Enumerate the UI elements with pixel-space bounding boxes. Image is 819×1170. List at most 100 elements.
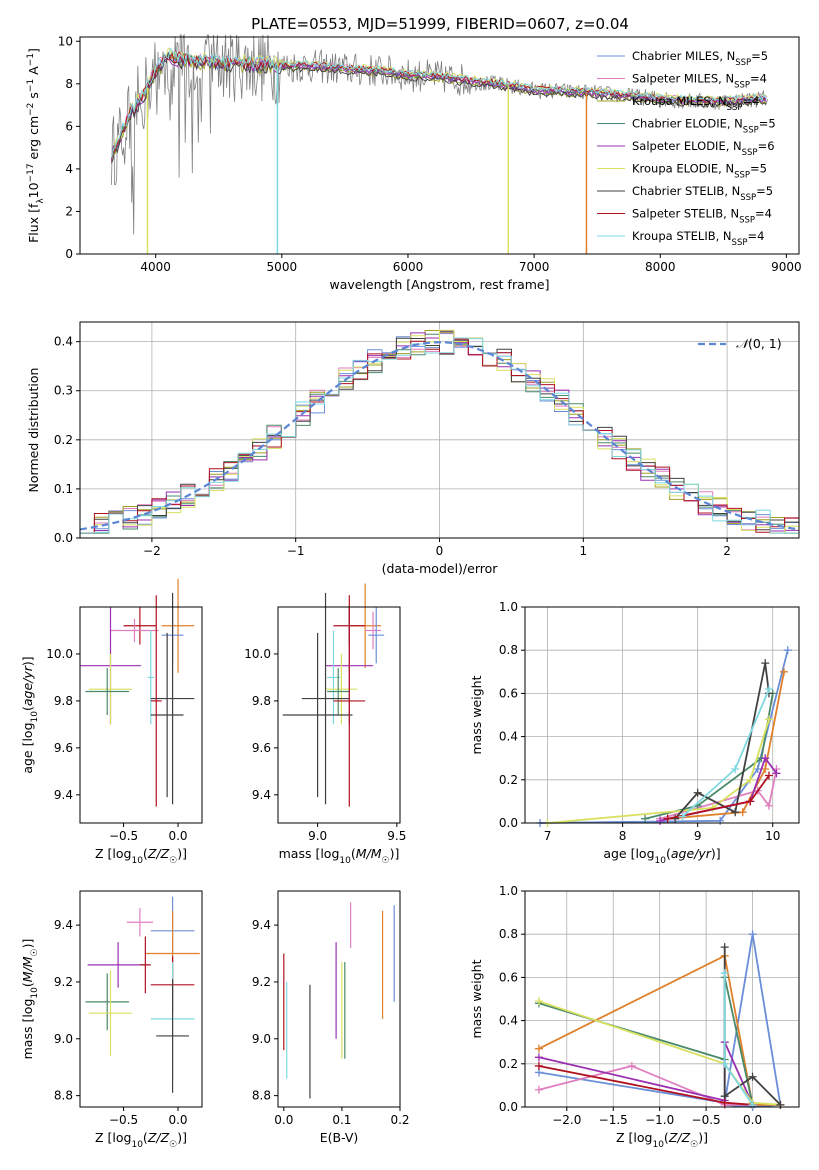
legend-label-text: Salpeter ELODIE, N bbox=[632, 139, 742, 153]
x-tick-label: 4000 bbox=[140, 260, 171, 274]
mass-weight-marker bbox=[761, 659, 770, 668]
legend-label: Kroupa ELODIE, NSSP=5 bbox=[632, 162, 767, 181]
legend-label-sub: SSP bbox=[734, 171, 750, 181]
x-axis-label: mass [log10(M/M☉)] bbox=[279, 846, 400, 866]
mass-weight-series bbox=[547, 719, 770, 824]
label-part: 10 bbox=[655, 856, 667, 866]
label-part: Z/Z bbox=[668, 1130, 691, 1145]
y-tick-label: 8.8 bbox=[54, 1089, 73, 1103]
mass-weight-marker bbox=[720, 1059, 729, 1068]
label-part: ☉ bbox=[169, 1140, 177, 1150]
x-tick-label: 0.1 bbox=[332, 1113, 351, 1127]
legend-label-tail: =4 bbox=[750, 72, 767, 86]
axes-frame bbox=[79, 321, 800, 539]
label-part: −1 bbox=[26, 53, 36, 66]
mass-weight-marker bbox=[534, 1044, 543, 1053]
mass-vs-metallicity-panel: −0.5 0.08.89.09.29.4Z [log10(Z/Z☉)]mass [… bbox=[20, 890, 203, 1150]
histogram-series bbox=[80, 337, 799, 534]
y-tick-label: 9.6 bbox=[252, 741, 271, 755]
mass-weight-marker bbox=[693, 788, 702, 797]
mass-weight-marker bbox=[720, 943, 729, 952]
mass-weight-marker bbox=[783, 646, 792, 655]
x-tick-label: −2 bbox=[143, 544, 161, 558]
y-tick-label: 0.6 bbox=[499, 970, 518, 984]
x-tick-label: 6000 bbox=[393, 260, 424, 274]
label-part: mass weight bbox=[469, 959, 484, 1038]
histogram-y-label: Normed distribution bbox=[26, 368, 41, 493]
mass-vs-extinction-panel: 0.0 0.1 0.2 8.8 9.0 9.2 9.4 E(B-V) bbox=[252, 890, 410, 1145]
y-tick-label: 10.0 bbox=[244, 647, 271, 661]
mass-weight-marker bbox=[534, 997, 543, 1006]
label-part: −1 bbox=[26, 79, 36, 92]
y-tick-label: 9.8 bbox=[252, 694, 271, 708]
mass-weight-marker bbox=[627, 1061, 636, 1070]
label-part: −17 bbox=[26, 163, 36, 182]
figure-title: PLATE=0553, MJD=51999, FIBERID=0607, z=0… bbox=[251, 15, 629, 33]
y-tick-label: 9.4 bbox=[54, 918, 73, 932]
y-tick-label: 9.0 bbox=[54, 1032, 73, 1046]
y-tick-label: 10.0 bbox=[46, 647, 73, 661]
legend-label: Kroupa STELIB, NSSP=4 bbox=[632, 229, 764, 248]
y-tick-label: 0.6 bbox=[499, 686, 518, 700]
x-tick-label: 0.0 bbox=[743, 1113, 762, 1127]
mass-weight-series bbox=[659, 768, 778, 820]
mass-weight-marker bbox=[761, 754, 770, 763]
legend-label-sub: SSP bbox=[727, 103, 743, 113]
label-part: ( bbox=[20, 982, 35, 987]
x-tick-label: −0.5 bbox=[692, 1113, 721, 1127]
label-part: )] bbox=[711, 846, 721, 861]
legend-label-tail: =5 bbox=[759, 117, 776, 131]
mass-weight-marker bbox=[656, 816, 665, 825]
x-tick-label: 0.0 bbox=[168, 1113, 187, 1127]
mass-weight-marker bbox=[748, 1100, 757, 1109]
axes-frame bbox=[524, 890, 800, 1108]
x-tick-label: 8000 bbox=[645, 260, 676, 274]
mass-weight-series bbox=[538, 977, 754, 1105]
label-part: Z/Z bbox=[147, 846, 170, 861]
y-axis-label: mass weight bbox=[469, 675, 484, 754]
label-part: ( bbox=[143, 846, 148, 861]
label-part: 10 bbox=[652, 1140, 664, 1150]
legend-label-sub: SSP bbox=[740, 193, 756, 203]
mass-weight-marker bbox=[746, 797, 755, 806]
y-tick-label: 0.0 bbox=[499, 816, 518, 830]
label-part: mass [log bbox=[279, 846, 340, 861]
label-part: 10 bbox=[26, 182, 41, 198]
y-tick-label: 8.8 bbox=[252, 1089, 271, 1103]
label-part: age/yr bbox=[671, 846, 712, 861]
axes-frame bbox=[277, 606, 401, 824]
y-axis-label: age [log10(age/yr)] bbox=[20, 656, 40, 773]
x-tick-label: −1 bbox=[287, 544, 305, 558]
age-vs-mass-panel: 9.0 9.5 9.4 9.6 9.8 10.0 mass [log10(M/M☉)] bbox=[244, 583, 406, 866]
legend-label-tail: =5 bbox=[751, 49, 768, 63]
mass-weight-series bbox=[538, 1041, 754, 1106]
y-tick-label: 0.3 bbox=[54, 384, 73, 398]
legend-label-tail: =4 bbox=[755, 207, 772, 221]
label-part: wavelength [Angstrom, rest frame] bbox=[329, 277, 549, 292]
y-tick-label: 0.0 bbox=[499, 1100, 518, 1114]
y-tick-label: 0 bbox=[65, 247, 73, 261]
mass-weight-marker bbox=[671, 814, 680, 823]
legend-label-text: Chabrier ELODIE, N bbox=[632, 117, 743, 131]
mass-weight-marker bbox=[738, 808, 747, 817]
mass-weight-marker bbox=[764, 771, 773, 780]
mass-weight-marker bbox=[534, 1085, 543, 1094]
mass-weight-marker bbox=[748, 1072, 757, 1081]
legend-label-text: Chabrier MILES, N bbox=[632, 49, 735, 63]
label-part: λ bbox=[36, 198, 46, 204]
mass-weight-series bbox=[644, 693, 774, 820]
y-tick-label: 8 bbox=[65, 77, 73, 91]
label-part: )] bbox=[177, 846, 187, 861]
normal-curve bbox=[79, 341, 800, 531]
x-tick-label: 1 bbox=[579, 544, 587, 558]
mass-weight-marker bbox=[764, 715, 773, 724]
mass-weight-marker bbox=[753, 765, 762, 773]
x-axis-label: age [log10(age/yr)] bbox=[603, 846, 720, 866]
x-tick-label: −2.0 bbox=[552, 1113, 581, 1127]
y-tick-label: 9.8 bbox=[54, 694, 73, 708]
y-tick-label: 0.4 bbox=[499, 730, 518, 744]
mass-weight-marker bbox=[764, 685, 773, 694]
mass-weight-series bbox=[538, 1065, 753, 1106]
